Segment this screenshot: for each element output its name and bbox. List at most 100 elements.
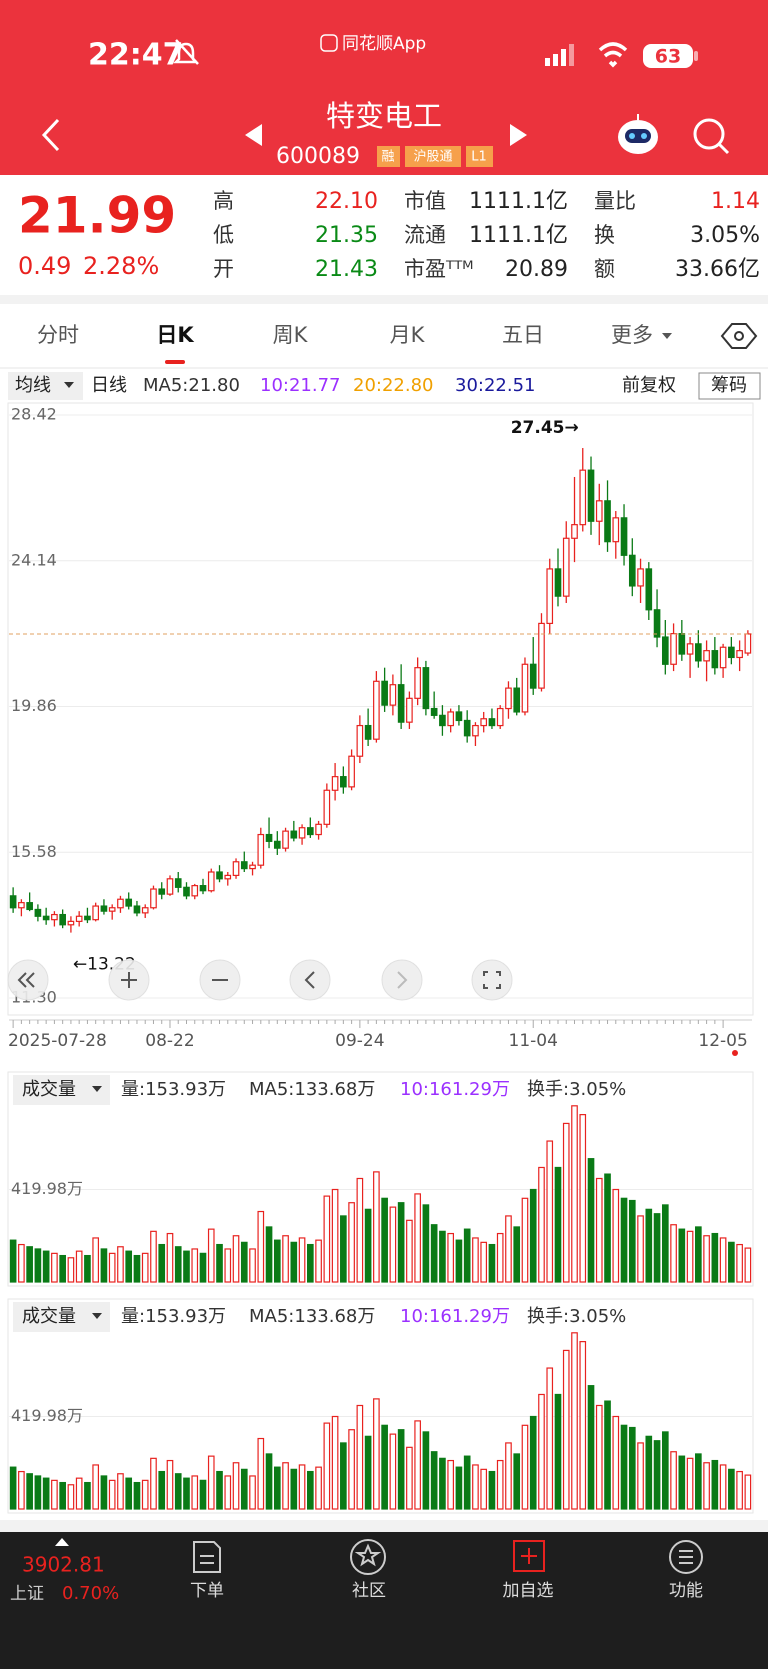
volume-bar [298,1464,306,1510]
candle-body [521,663,529,713]
candle-body [84,915,91,921]
nav-item[interactable]: 加自选 [503,1581,554,1601]
stock-code: 600089 [276,144,360,169]
tab-bar: 分时 日K 周K 月K 五日 更多 [37,323,672,347]
volume-bar [711,1232,719,1283]
candle-body [298,827,306,839]
volume-bar [463,1455,471,1510]
candle-body [224,874,232,880]
volume-bar [728,1241,735,1283]
nav-item[interactable]: 社区 [352,1581,386,1601]
candle-body [637,568,644,587]
volume-bar [42,1250,50,1283]
pan-right[interactable] [381,959,423,1001]
volume-title: 成交量 [22,1079,76,1100]
volume-bar [653,1213,661,1283]
candle-body [604,500,611,543]
tab[interactable]: 更多 [611,323,653,347]
volume-bar [150,1230,157,1283]
pan-left[interactable] [289,959,331,1001]
field-label: 量比 [594,189,636,213]
candle-body [381,680,388,706]
volume-bar [496,1459,504,1510]
volume-bar [439,1230,446,1283]
candle-body [686,643,694,655]
ma30: 30:22.51 [455,375,536,396]
volume-bar [554,1393,562,1510]
candle-body [562,537,570,597]
volume-bar [439,1457,446,1510]
date-axis: 2025-07-28 08-22 09-24 11-04 12-05 [8,1019,752,1056]
volume-bar [579,1341,587,1510]
volume-bar [273,1239,281,1283]
chips-box[interactable] [698,372,761,400]
tab[interactable]: 月K [390,323,426,347]
volume-bar [133,1481,141,1510]
zoom-icons [17,971,501,989]
x-tick-label: 08-22 [145,1031,194,1051]
x-tick-label: 2025-07-28 [8,1031,107,1051]
volume-bar [224,1475,232,1510]
volume-bar [166,1459,174,1510]
volume-bar [744,1247,752,1283]
field-value: 21.35 [315,223,378,248]
tab[interactable]: 日K [156,323,194,347]
candle-body [100,905,108,912]
tag: 融 [381,150,394,165]
volume-bar [637,1215,644,1283]
candle-body [430,707,438,716]
candle-body [183,886,190,897]
change-percent: 2.28% [83,252,159,280]
battery-level: 63 [655,46,681,68]
candle-body [141,907,149,914]
assistant-icon[interactable] [618,114,658,154]
tab[interactable]: 周K [273,323,309,347]
candle-body [133,905,141,914]
volume-bar [257,1437,265,1510]
candle-body [282,830,289,849]
chips[interactable]: 筹码 [711,375,747,396]
ma10: 10:21.77 [260,375,341,396]
volume-ma10: 10:161.29万 [400,1306,510,1327]
candle-body [356,724,364,757]
volume-bar [18,1470,25,1510]
candle-body [125,898,133,907]
next-stock[interactable] [510,124,527,146]
candle-body [447,711,454,727]
candle-body [728,646,735,659]
wifi-icon [598,42,628,68]
fullscreen[interactable] [471,959,513,1001]
nav-icons [193,1539,703,1575]
x-tick-label: 12-05 [698,1031,747,1051]
ma-selector[interactable]: 均线 [15,375,51,396]
volume-bar [108,1479,116,1510]
volume-bar [150,1457,157,1510]
candle-body [587,469,595,522]
volume-title: 成交量 [22,1306,76,1327]
volume-bar [265,1453,273,1510]
candle-body [529,663,537,689]
volume-bar [232,1235,240,1283]
separator [0,1520,768,1532]
tab[interactable]: 分时 [37,323,79,347]
back-button[interactable] [41,118,60,152]
search-button[interactable] [693,118,730,155]
candle-body [703,650,710,662]
volume-bar [703,1235,710,1283]
nav-item[interactable]: 功能 [669,1581,703,1601]
nav-item[interactable]: 下单 [190,1581,224,1601]
settings-button[interactable] [720,323,758,349]
volume-ma5: MA5:133.68万 [249,1079,375,1100]
volume-bar [331,1188,339,1283]
y-tick-label: 19.86 [11,696,57,715]
volume-bar [562,1349,570,1510]
candle-body [307,827,314,836]
candle-body [207,871,215,892]
volume-bar [397,1202,405,1283]
candle-body [331,776,339,791]
volume-bar [199,1479,207,1510]
prev-stock[interactable] [245,124,262,146]
adjust[interactable]: 前复权 [622,375,676,396]
tab[interactable]: 五日 [502,323,544,347]
